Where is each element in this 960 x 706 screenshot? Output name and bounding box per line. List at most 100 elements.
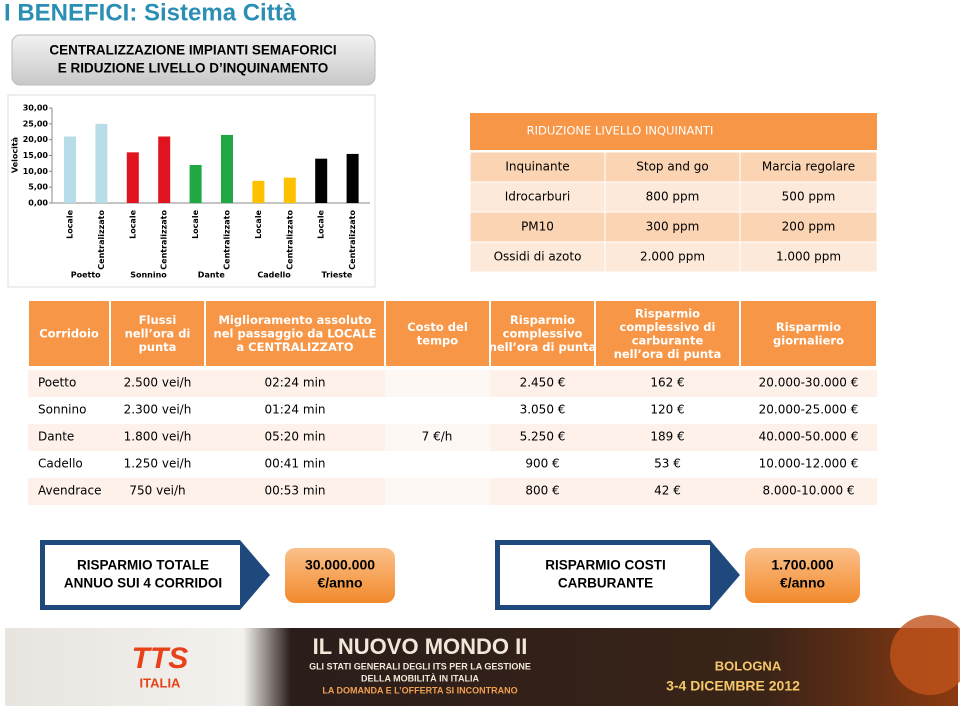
- banner-line: LA DOMANDA E L’OFFERTA SI INCONTRANO: [322, 685, 517, 695]
- x-tick-label: Centralizzato: [285, 210, 294, 270]
- subtitle: E RIDUZIONE LIVELLO D’INQUINAMENTO: [58, 61, 329, 76]
- banner-date: 3-4 DICEMBRE 2012: [666, 678, 800, 694]
- bar: [283, 177, 296, 203]
- header-cell: [384, 299, 491, 368]
- summary-value: €/anno: [780, 575, 825, 591]
- column-header: Inquinante: [505, 160, 569, 174]
- table-cell-text: 1.800 vei/h: [124, 430, 192, 444]
- column-header: Corridoio: [39, 327, 99, 341]
- summary-label: RISPARMIO COSTI: [545, 558, 666, 573]
- table-cell-text: 00:41 min: [264, 457, 325, 471]
- banner-line: DELLA MOBILITÀ IN ITALIA: [361, 673, 479, 683]
- summary-value-box: [745, 548, 860, 603]
- header-cell: [204, 299, 386, 368]
- column-header: Risparmio: [510, 313, 575, 327]
- header-cell: [739, 299, 878, 368]
- x-tick-label: Locale: [317, 209, 326, 238]
- group-label: Dante: [198, 271, 226, 280]
- table-title: RIDUZIONE LIVELLO INQUINANTI: [527, 124, 714, 138]
- table-cell: [469, 151, 606, 183]
- table-cell-text: 53 €: [654, 457, 681, 471]
- table-cell-text: 1.250 vei/h: [124, 457, 192, 471]
- banner-planet: [890, 615, 960, 695]
- group-label: Cadello: [257, 271, 291, 280]
- x-tick-label: Centralizzato: [348, 210, 357, 270]
- y-tick-label: 20,00: [23, 135, 49, 144]
- y-tick-label: 10,00: [23, 167, 49, 176]
- table-cell-text: 800 ppm: [646, 190, 700, 204]
- summary-value-box: [285, 548, 395, 603]
- banner-logo: TTS: [132, 642, 189, 675]
- table-title-cell: [470, 113, 877, 150]
- y-tick-label: 0,00: [28, 199, 48, 208]
- table-cell: [469, 241, 606, 273]
- summary-label: RISPARMIO TOTALE: [77, 558, 209, 573]
- x-tick-label: Centralizzato: [223, 210, 232, 270]
- table-cell-text: 7 €/h: [422, 430, 453, 444]
- table-cell-text: 800 €: [525, 484, 559, 498]
- column-header: a CENTRALIZZATO: [236, 340, 353, 354]
- table-cell-text: 2.500 vei/h: [124, 376, 192, 390]
- y-tick-label: 30,00: [23, 104, 49, 113]
- table-cell-text: 42 €: [654, 484, 681, 498]
- column-header: Stop and go: [636, 160, 708, 174]
- summary-label-box: [45, 545, 240, 605]
- column-header: nel passaggio da LOCALE: [214, 327, 377, 341]
- table-cell-text: 10.000-12.000 €: [759, 457, 859, 471]
- column-header: Risparmio: [776, 320, 841, 334]
- table-cell-text: 2.000 ppm: [640, 250, 705, 264]
- bar: [189, 165, 202, 203]
- table-cell-text: 2.300 vei/h: [124, 403, 192, 417]
- summary-label-box: [500, 545, 710, 605]
- table-cell-text: 20.000-25.000 €: [759, 403, 859, 417]
- x-tick-label: Locale: [191, 209, 200, 238]
- group-label: Sonnino: [130, 271, 167, 280]
- table-cell-text: 01:24 min: [264, 403, 325, 417]
- column-header: giornaliero: [773, 333, 844, 347]
- column-header: Marcia regolare: [762, 160, 855, 174]
- table-cell-text: 40.000-50.000 €: [759, 430, 859, 444]
- table-cell: [739, 211, 878, 243]
- column-header: Costo del: [407, 320, 468, 334]
- table-cell-text: 200 ppm: [782, 220, 836, 234]
- bar: [221, 134, 233, 203]
- table-cell-text: 20.000-30.000 €: [759, 376, 859, 390]
- x-tick-label: Centralizzato: [160, 210, 169, 270]
- group-label: Poetto: [71, 271, 101, 280]
- table-cell: [739, 181, 878, 213]
- bar: [315, 158, 328, 203]
- table-cell-text: Poetto: [38, 376, 76, 390]
- table-cell-text: 3.050 €: [520, 403, 566, 417]
- y-tick-label: 25,00: [23, 119, 49, 128]
- subtitle: CENTRALIZZAZIONE IMPIANTI SEMAFORICI: [49, 43, 336, 58]
- header-cell: [27, 299, 111, 368]
- table-cell-text: 162 €: [650, 376, 684, 390]
- x-tick-label: Centralizzato: [97, 210, 106, 270]
- table-cell-text: 500 ppm: [782, 190, 836, 204]
- column-header: punta: [139, 340, 177, 354]
- x-tick-label: Locale: [254, 209, 263, 238]
- summary-value: €/anno: [317, 575, 362, 591]
- table-cell: [469, 181, 606, 213]
- table-cell-text: Sonnino: [38, 403, 86, 417]
- bar: [126, 152, 139, 203]
- merged-cell: [385, 370, 490, 505]
- table-cell: [739, 241, 878, 273]
- banner: [5, 628, 958, 706]
- column-header: nell’ora di punta: [614, 347, 722, 361]
- column-header: Risparmio: [635, 306, 700, 320]
- table-cell-text: PM10: [521, 220, 554, 234]
- column-header: carburante: [632, 333, 704, 347]
- table-cell-text: 02:24 min: [264, 376, 325, 390]
- bar: [252, 180, 265, 203]
- table-cell: [469, 211, 606, 243]
- table-cell-text: Dante: [38, 430, 74, 444]
- banner-title: IL NUOVO MONDO II: [313, 634, 528, 659]
- table-cell-text: 8.000-10.000 €: [762, 484, 854, 498]
- table-cell-text: Cadello: [38, 457, 83, 471]
- column-header: tempo: [417, 333, 459, 347]
- table-cell-text: 189 €: [650, 430, 684, 444]
- table-cell-text: 1.000 ppm: [776, 250, 841, 264]
- banner-city: BOLOGNA: [715, 658, 782, 673]
